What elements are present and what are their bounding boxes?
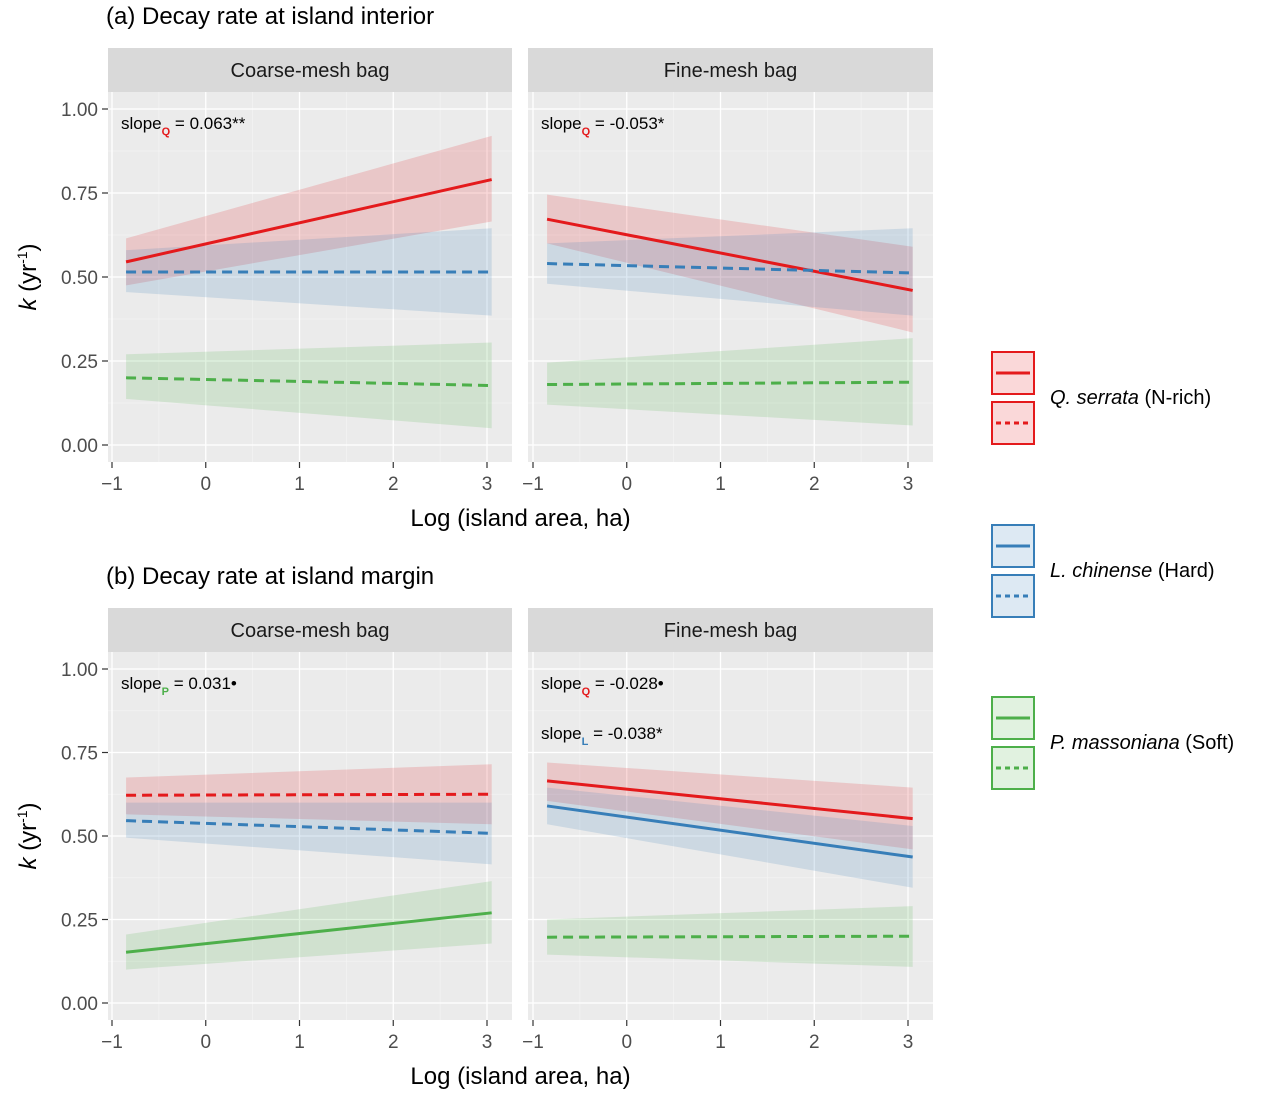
x-tick-label: 0 xyxy=(621,1032,632,1053)
y-axis-title: k (yr-1) xyxy=(14,802,42,869)
legend-entry: L. chinense (Hard) xyxy=(991,524,1215,618)
facet-panel: Fine-mesh bag slopeQ = -0.053* −1 0 1 2 3 xyxy=(522,48,933,495)
confidence-ribbon-L xyxy=(126,802,492,865)
gridlines xyxy=(528,652,933,1020)
x-tick-label: 2 xyxy=(388,1032,399,1053)
y-tick-label: 0.00 xyxy=(61,436,98,457)
x-tick-label: 3 xyxy=(903,474,914,495)
x-tick-label: 0 xyxy=(200,1032,211,1053)
x-tick-label: 3 xyxy=(482,474,493,495)
x-tick-label: −1 xyxy=(101,474,123,495)
fit-line-L xyxy=(546,804,913,859)
x-tick-label: −1 xyxy=(522,474,544,495)
slope-annotation: slopeP = 0.031• xyxy=(121,674,237,698)
y-tick-label: 0.25 xyxy=(61,352,98,373)
facet-panel: Fine-mesh bag slopeQ = -0.028• slopeL = -0… xyxy=(522,608,933,1053)
legend-entry: P. massoniana (Soft) xyxy=(991,696,1234,790)
x-tick-label: 1 xyxy=(294,1032,305,1053)
x-tick-label: 1 xyxy=(715,474,726,495)
fit-line-P xyxy=(125,911,492,954)
facet-label: Coarse-mesh bag xyxy=(231,60,390,82)
facet-strip xyxy=(108,48,512,92)
slope-annotation: slopeQ = -0.053* xyxy=(541,114,665,138)
facet-strip xyxy=(528,608,933,652)
row-title: (b) Decay rate at island margin xyxy=(106,563,434,590)
facet-strip xyxy=(528,48,933,92)
x-tick-label: 0 xyxy=(200,474,211,495)
fit-line-P xyxy=(126,376,492,388)
gridlines xyxy=(108,92,512,462)
legend-key xyxy=(991,401,1035,445)
y-tick-label: 0.25 xyxy=(61,911,98,932)
legend-label: P. massoniana (Soft) xyxy=(1050,732,1234,754)
fit-line-P xyxy=(547,934,913,939)
fit-line-Q xyxy=(125,178,493,264)
x-axis: −1 0 1 2 3 xyxy=(101,1020,492,1053)
y-tick-label: 0.75 xyxy=(61,184,98,205)
y-tick-label: 1.00 xyxy=(61,100,98,121)
x-tick-label: 3 xyxy=(482,1032,493,1053)
gridlines xyxy=(108,652,512,1020)
x-axis-title: Log (island area, ha) xyxy=(410,1063,630,1090)
facet-label: Coarse-mesh bag xyxy=(231,620,390,642)
slope-annotation: slopeL = -0.038* xyxy=(541,724,663,748)
y-axis: 0.00 0.25 0.50 0.75 1.00 xyxy=(61,100,108,457)
x-tick-label: 3 xyxy=(903,1032,914,1053)
fit-line-Q xyxy=(546,217,913,292)
x-tick-label: 2 xyxy=(388,474,399,495)
y-axis: 0.00 0.25 0.50 0.75 1.00 xyxy=(61,660,108,1015)
y-tick-label: 1.00 xyxy=(61,660,98,681)
row-title: (a) Decay rate at island interior xyxy=(106,3,434,30)
slope-annotation: slopeQ = -0.028• xyxy=(541,674,664,698)
gridlines xyxy=(528,92,933,462)
fit-line-L xyxy=(126,819,492,835)
x-tick-label: −1 xyxy=(522,1032,544,1053)
confidence-ribbon-Q xyxy=(126,135,492,286)
x-axis: −1 0 1 2 3 xyxy=(101,462,492,495)
fit-line-L xyxy=(547,262,913,275)
confidence-ribbon-P xyxy=(126,881,492,970)
confidence-ribbon-Q xyxy=(547,762,913,850)
legend-entry: Q. serrata (N-rich) xyxy=(991,351,1211,445)
fit-line-P xyxy=(547,380,913,387)
confidence-ribbon-L xyxy=(547,787,913,888)
y-tick-label: 0.00 xyxy=(61,994,98,1015)
x-tick-label: 2 xyxy=(809,1032,820,1053)
facet-panel: Coarse-mesh bag slopeQ = 0.063** −1 0 1 2 3 xyxy=(101,48,512,495)
fit-line-Q xyxy=(126,792,492,797)
x-tick-label: 1 xyxy=(294,474,305,495)
x-tick-label: 2 xyxy=(809,474,820,495)
facet-strip xyxy=(108,608,512,652)
confidence-ribbon-L xyxy=(547,228,913,316)
facet-label: Fine-mesh bag xyxy=(664,60,797,82)
x-tick-label: −1 xyxy=(101,1032,123,1053)
x-axis-title: Log (island area, ha) xyxy=(410,505,630,532)
x-tick-label: 1 xyxy=(715,1032,726,1053)
facet-panel: Coarse-mesh bag slopeP = 0.031• −1 0 1 2 3 xyxy=(101,608,512,1053)
y-tick-label: 0.75 xyxy=(61,744,98,765)
x-tick-label: 0 xyxy=(621,474,632,495)
legend-label: L. chinense (Hard) xyxy=(1050,560,1215,582)
legend-label: Q. serrata (N-rich) xyxy=(1050,387,1211,409)
slope-annotation: slopeQ = 0.063** xyxy=(121,114,246,138)
x-axis: −1 0 1 2 3 xyxy=(522,462,913,495)
confidence-ribbon-P xyxy=(126,342,492,429)
y-tick-label: 0.50 xyxy=(61,827,98,848)
y-tick-label: 0.50 xyxy=(61,268,98,289)
facet-label: Fine-mesh bag xyxy=(664,620,797,642)
y-axis-title: k (yr-1) xyxy=(14,243,42,310)
confidence-ribbon-P xyxy=(547,338,913,426)
fit-line-Q xyxy=(546,779,913,821)
x-axis: −1 0 1 2 3 xyxy=(522,1020,913,1053)
confidence-ribbon-Q xyxy=(547,194,913,333)
